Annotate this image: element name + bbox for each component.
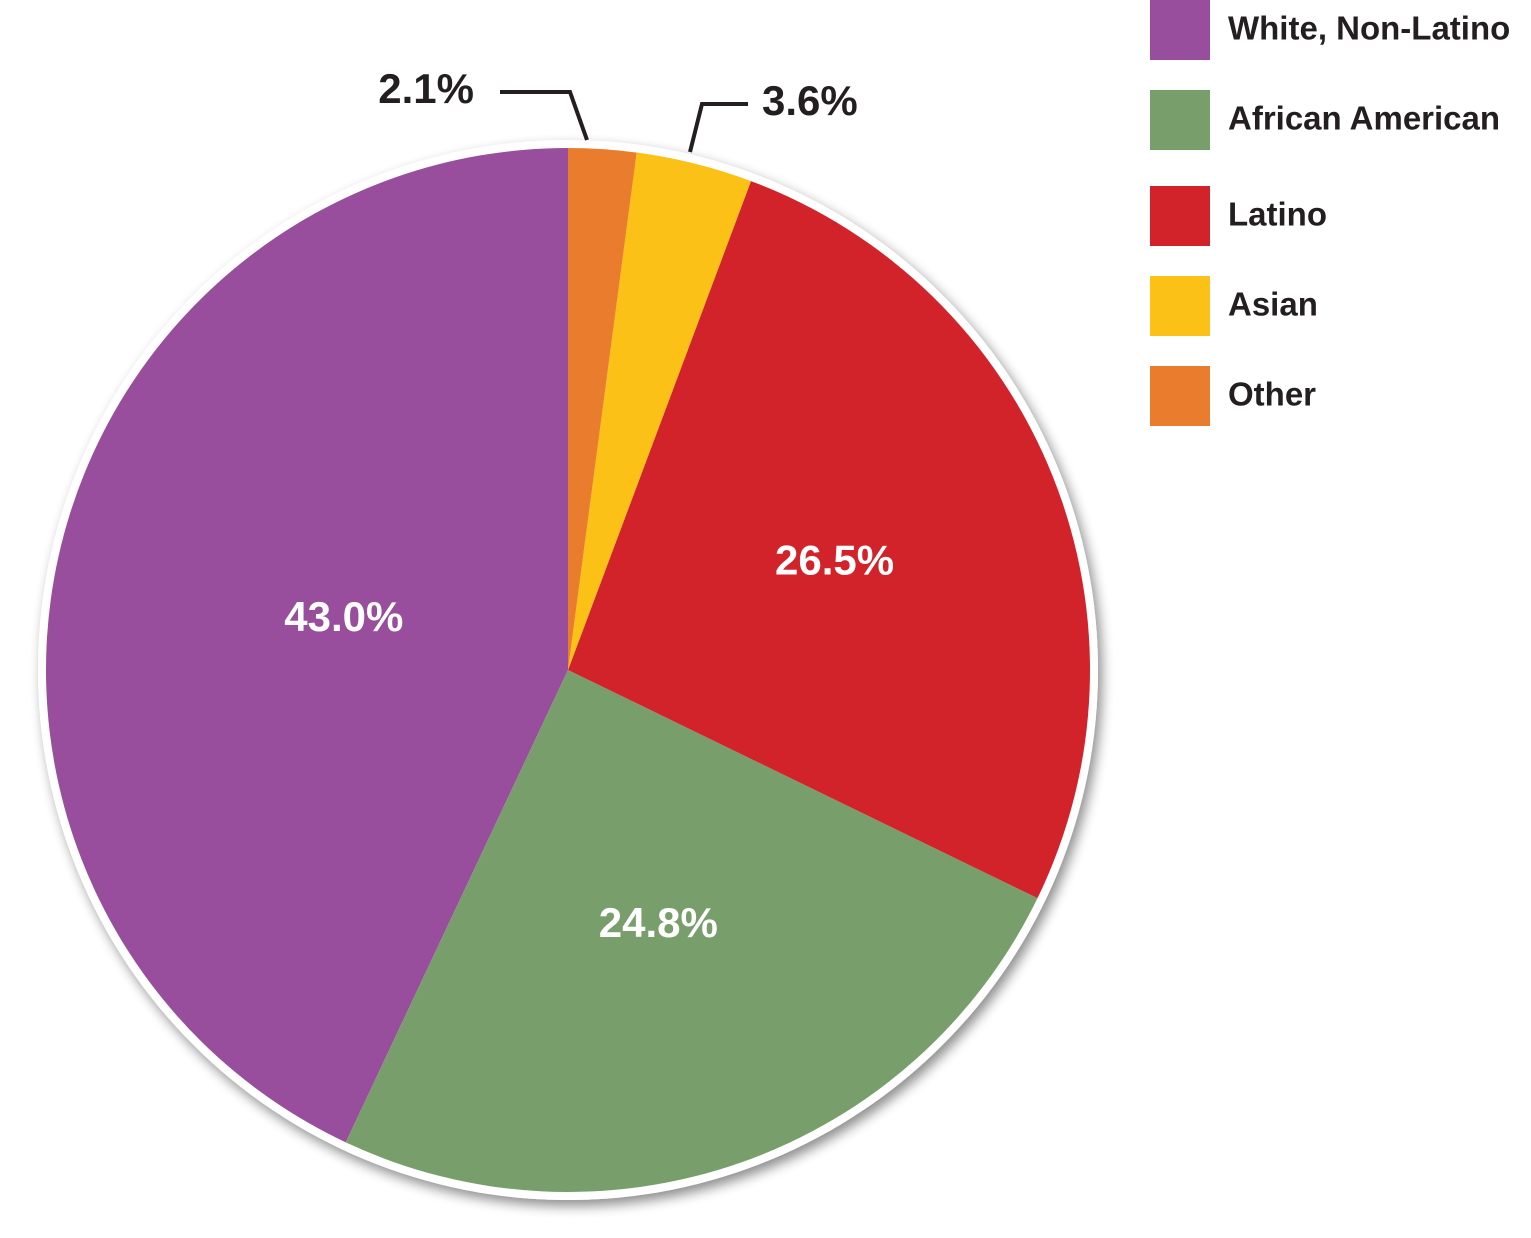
- legend-label: Other: [1228, 376, 1316, 413]
- callout-line-other: [500, 90, 589, 141]
- slice-value-label: 43.0%: [284, 593, 403, 640]
- slice-value-label: 26.5%: [775, 537, 894, 584]
- callout-line-asian: [688, 102, 748, 153]
- legend-label: Asian: [1228, 286, 1318, 323]
- callout-labels: 3.6% 2.1%: [378, 65, 857, 124]
- legend-label: Latino: [1228, 196, 1327, 233]
- legend-swatch: [1150, 366, 1210, 426]
- legend: White, Non-Latino African American Latino A…: [1150, 0, 1510, 426]
- pie-slice-white-non-latino: [46, 148, 569, 1143]
- pie-slice-african-american: [345, 670, 1038, 1192]
- legend-label: African American: [1228, 100, 1500, 137]
- pie-slice-other: [568, 148, 637, 670]
- legend-label: White, Non-Latino: [1228, 10, 1510, 47]
- legend-swatch: [1150, 276, 1210, 336]
- pie-slices: [46, 148, 1090, 1192]
- slice-value-label: 24.8%: [599, 899, 718, 946]
- legend-swatch: [1150, 186, 1210, 246]
- callout-value-label: 2.1%: [378, 65, 474, 112]
- pie-slice-asian: [568, 152, 751, 670]
- pie-slice-latino: [568, 181, 1090, 899]
- legend-swatch: [1150, 0, 1210, 60]
- callout-value-label: 3.6%: [762, 77, 858, 124]
- slice-labels: 43.0% 24.8% 26.5%: [284, 537, 894, 946]
- legend-swatch: [1150, 90, 1210, 150]
